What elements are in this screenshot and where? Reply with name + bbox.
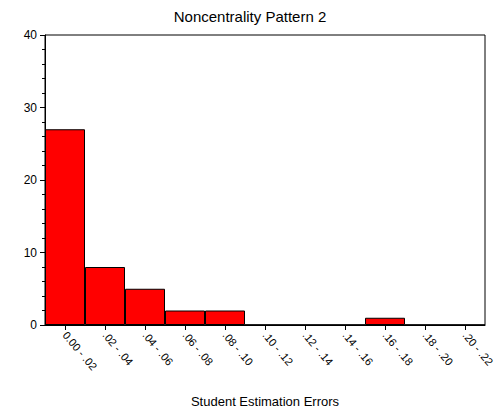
svg-text:.02 - .04: .02 - .04	[100, 329, 135, 368]
svg-text:.12 - .14: .12 - .14	[300, 329, 335, 368]
svg-text:20: 20	[24, 173, 38, 187]
svg-text:.14 - .16: .14 - .16	[340, 329, 375, 368]
svg-text:.16 - .18: .16 - .18	[380, 329, 415, 368]
svg-text:.04 - .06: .04 - .06	[140, 329, 175, 368]
svg-text:.10 - .12: .10 - .12	[260, 329, 295, 368]
svg-text:0.00 - .02: 0.00 - .02	[60, 329, 99, 372]
svg-text:30: 30	[24, 101, 38, 115]
svg-text:Noncentrality Pattern 2: Noncentrality Pattern 2	[174, 8, 327, 25]
svg-text:10: 10	[24, 246, 38, 260]
svg-text:0: 0	[30, 318, 37, 332]
svg-text:.06 - .08: .06 - .08	[180, 329, 215, 368]
svg-text:.08 - .10: .08 - .10	[220, 329, 255, 368]
svg-text:.20 - .22: .20 - .22	[460, 329, 495, 368]
svg-text:Student Estimation Errors: Student Estimation Errors	[191, 394, 340, 409]
svg-text:.18 - .20: .18 - .20	[420, 329, 455, 368]
svg-text:40: 40	[24, 28, 38, 42]
